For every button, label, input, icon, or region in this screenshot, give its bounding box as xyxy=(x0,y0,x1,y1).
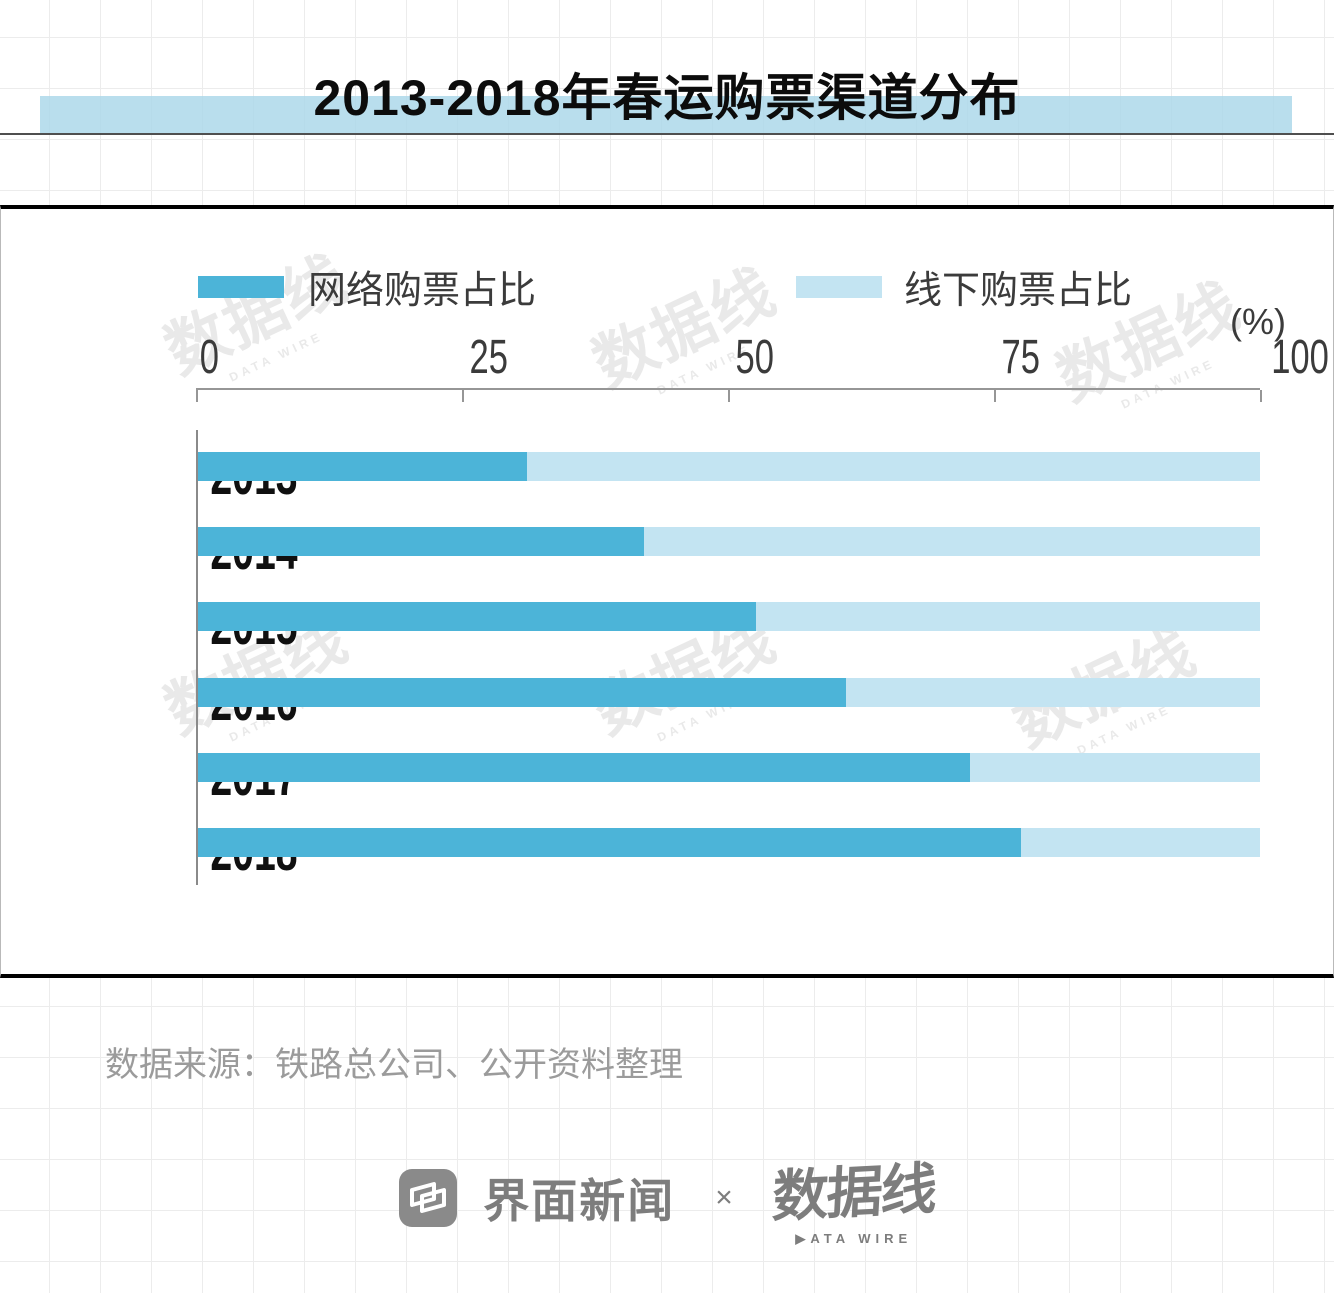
axis-unit-label: (%) xyxy=(1230,301,1286,342)
footer-separator: × xyxy=(715,1180,733,1214)
chart-panel: 数据线 DATA WIRE 数据线 DATA WIRE 数据线 DATA WIR… xyxy=(0,205,1334,978)
datawire-wordmark-cn: 数据线 xyxy=(770,1156,937,1229)
axis-tick-mark xyxy=(462,390,464,402)
axis-tick-mark xyxy=(1260,390,1262,402)
chart-row: 2016 xyxy=(1,669,1334,732)
axis-tick-mark xyxy=(196,390,198,402)
chart-row: 2018 xyxy=(1,819,1334,882)
legend-swatch-online xyxy=(198,276,284,298)
bar-online-segment xyxy=(198,753,971,782)
header-divider xyxy=(0,133,1334,135)
legend-swatch-offline xyxy=(796,276,882,298)
title-highlight-bar xyxy=(40,96,1292,134)
chart-row: 2015 xyxy=(1,593,1334,656)
bar-track xyxy=(198,753,1260,782)
bar-online-segment xyxy=(198,678,846,707)
chart-row: 2014 xyxy=(1,518,1334,581)
bar-track xyxy=(198,527,1260,556)
bar-track xyxy=(198,678,1260,707)
chart-row: 2017 xyxy=(1,744,1334,807)
bar-offline-segment xyxy=(1021,828,1260,857)
bar-offline-segment xyxy=(845,678,1260,707)
bar-track xyxy=(198,602,1260,631)
source-note: 数据来源：铁路总公司、公开资料整理 xyxy=(105,1046,683,1084)
bar-offline-segment xyxy=(970,753,1260,782)
bar-online-segment xyxy=(198,602,756,631)
datawire-logo: 数据线 ▶ATA WIRE xyxy=(771,1148,937,1247)
legend-label-offline: 线下购票占比 xyxy=(904,270,1133,312)
axis-tick-mark xyxy=(728,390,730,402)
bar-online-segment xyxy=(198,828,1022,857)
bar-online-segment xyxy=(198,452,528,481)
bar-offline-segment xyxy=(755,602,1260,631)
x-axis-ruler xyxy=(196,388,1262,402)
plot-rows: 2013 2014 2015 2016 2017 2018 xyxy=(1,209,1334,982)
bar-offline-segment xyxy=(527,452,1260,481)
y-axis-line xyxy=(196,430,198,885)
jiemian-logo-icon xyxy=(399,1168,458,1227)
bar-offline-segment xyxy=(644,527,1260,556)
bar-online-segment xyxy=(198,527,645,556)
bar-track xyxy=(198,452,1260,481)
bar-track xyxy=(198,828,1260,857)
chart-row: 2013 xyxy=(1,443,1334,506)
jiemian-wordmark: 界面新闻 xyxy=(483,1174,676,1227)
footer: 界面新闻 × 数据线 ▶ATA WIRE xyxy=(0,1148,1334,1247)
page-title: 2013-2018年春运购票渠道分布 xyxy=(313,70,1021,126)
legend-label-online: 网络购票占比 xyxy=(308,270,537,312)
datawire-wordmark-en: ▶ATA WIRE xyxy=(795,1231,913,1246)
axis-tick-mark xyxy=(994,390,996,402)
